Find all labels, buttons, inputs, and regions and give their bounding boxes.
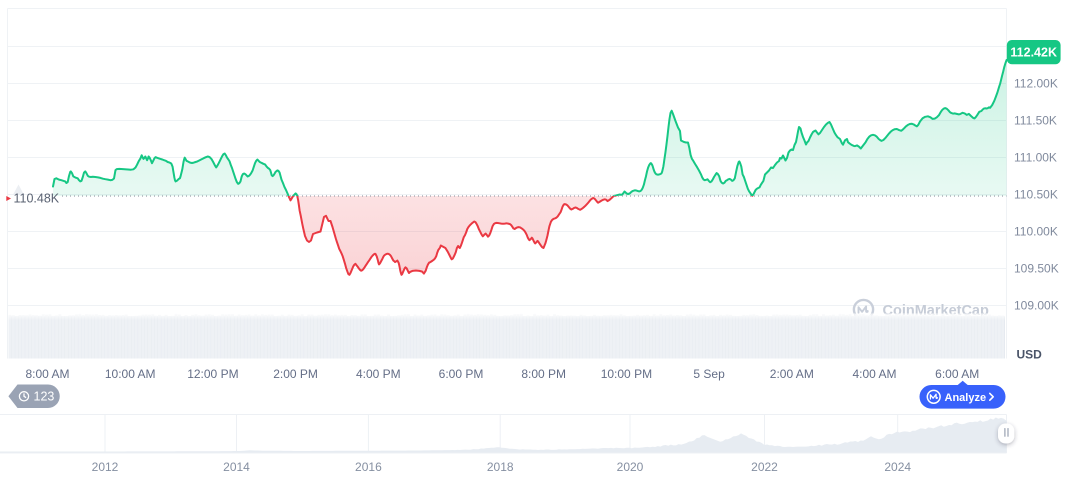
svg-text:110.00K: 110.00K xyxy=(1014,225,1058,239)
svg-text:2020: 2020 xyxy=(617,460,644,474)
svg-text:111.50K: 111.50K xyxy=(1014,114,1057,128)
svg-text:112.00K: 112.00K xyxy=(1014,77,1058,91)
svg-text:2:00 PM: 2:00 PM xyxy=(273,367,318,381)
svg-text:112.42K: 112.42K xyxy=(1010,46,1057,60)
svg-text:4:00 PM: 4:00 PM xyxy=(356,367,401,381)
svg-text:USD: USD xyxy=(1017,347,1043,361)
svg-text:5 Sep: 5 Sep xyxy=(693,367,725,381)
svg-text:2:00 AM: 2:00 AM xyxy=(770,367,814,381)
svg-text:111.00K: 111.00K xyxy=(1014,151,1057,165)
svg-text:10:00 PM: 10:00 PM xyxy=(601,367,652,381)
svg-text:4:00 AM: 4:00 AM xyxy=(852,367,896,381)
svg-text:2014: 2014 xyxy=(223,460,250,474)
svg-text:12:00 PM: 12:00 PM xyxy=(187,367,238,381)
svg-text:8:00 AM: 8:00 AM xyxy=(25,367,69,381)
svg-text:110.50K: 110.50K xyxy=(1014,188,1058,202)
svg-text:109.50K: 109.50K xyxy=(1014,262,1059,276)
svg-text:2012: 2012 xyxy=(92,460,119,474)
svg-text:6:00 AM: 6:00 AM xyxy=(935,367,979,381)
svg-text:110.48K: 110.48K xyxy=(14,191,60,205)
svg-text:2016: 2016 xyxy=(355,460,382,474)
svg-text:123: 123 xyxy=(34,390,55,404)
svg-text:2018: 2018 xyxy=(487,460,514,474)
svg-text:8:00 PM: 8:00 PM xyxy=(521,367,566,381)
svg-text:Analyze: Analyze xyxy=(945,392,987,404)
svg-text:10:00 AM: 10:00 AM xyxy=(105,367,156,381)
svg-text:2022: 2022 xyxy=(751,460,778,474)
svg-text:109.00K: 109.00K xyxy=(1014,299,1059,313)
svg-text:2024: 2024 xyxy=(884,460,911,474)
svg-text:6:00 PM: 6:00 PM xyxy=(439,367,484,381)
